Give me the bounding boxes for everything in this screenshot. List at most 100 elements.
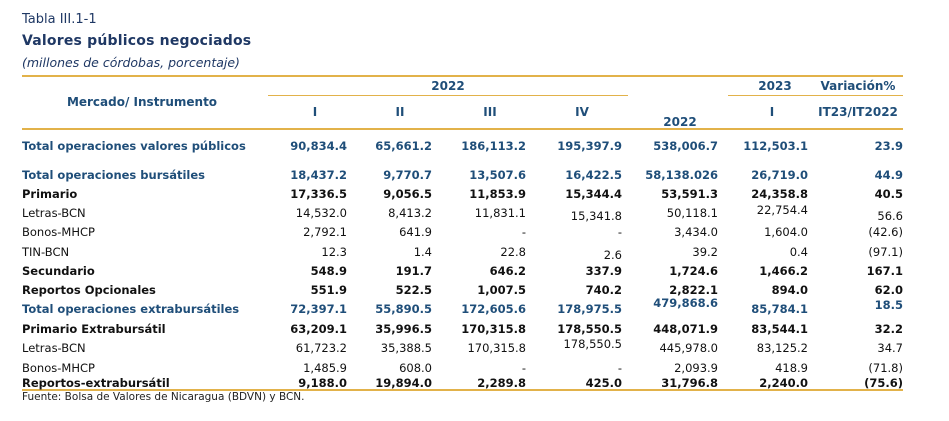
row-value: 15,341.8	[570, 209, 622, 223]
row-value: 11,853.9	[469, 187, 526, 201]
row-label: TIN-BCN	[22, 245, 70, 259]
row-label: Reportos-extrabursátil	[22, 376, 170, 390]
row-value: 2,822.1	[669, 283, 718, 297]
table-subtitle: (millones de córdobas, porcentaje)	[22, 55, 240, 70]
col-header-variation: Variación%	[820, 79, 896, 93]
row-value: 538,006.7	[653, 139, 718, 153]
col-header-year-2023: 2023	[758, 79, 792, 93]
year-2023-rule	[728, 95, 903, 96]
row-value: 53,591.3	[661, 187, 718, 201]
row-value: 178,550.5	[563, 337, 622, 351]
row-value: 548.9	[310, 264, 347, 278]
row-label: Reportos Opcionales	[22, 283, 156, 297]
row-value: 39.2	[692, 245, 718, 259]
row-value: 55,890.5	[375, 302, 432, 316]
row-value: 58,138.026	[645, 168, 718, 182]
row-value: 167.1	[866, 264, 903, 278]
row-value: 641.9	[399, 225, 432, 239]
row-value: 186,113.2	[461, 139, 526, 153]
row-value: 18.5	[874, 298, 903, 312]
row-value: 1,604.0	[764, 225, 808, 239]
row-value: 2,289.8	[477, 376, 526, 390]
year-2022-rule	[268, 95, 628, 96]
col-header-total-2022: 2022	[663, 115, 697, 129]
row-value: 170,315.8	[467, 341, 526, 355]
row-label: Bonos-MHCP	[22, 361, 95, 375]
row-value: 195,397.9	[557, 139, 622, 153]
col-header-q2: II	[395, 105, 405, 119]
row-value: 9,056.5	[383, 187, 432, 201]
row-value: 337.9	[585, 264, 622, 278]
row-label: Total operaciones valores públicos	[22, 139, 246, 153]
row-value: 22.8	[500, 245, 526, 259]
row-label: Primario	[22, 187, 78, 201]
row-value: 65,661.2	[375, 139, 432, 153]
row-value: 63,209.1	[290, 322, 347, 336]
table-title: Valores públicos negociados	[22, 33, 252, 49]
row-value: 172,605.6	[461, 302, 526, 316]
col-header-q1-2023: I	[769, 105, 775, 119]
row-value: 32.2	[874, 322, 903, 336]
header-bottom-rule	[22, 128, 903, 130]
row-value: 56.6	[877, 209, 903, 223]
col-header-q1: I	[312, 105, 318, 119]
row-value: 14,532.0	[295, 206, 347, 220]
row-label: Primario Extrabursátil	[22, 322, 166, 336]
row-value: 191.7	[395, 264, 432, 278]
row-value: 178,550.5	[557, 322, 622, 336]
row-value: -	[617, 361, 622, 375]
table-label: Tabla III.1-1	[22, 12, 97, 27]
row-value: 1,724.6	[669, 264, 718, 278]
row-value: 72,397.1	[290, 302, 347, 316]
row-value: 31,796.8	[661, 376, 718, 390]
row-value: 2,240.0	[759, 376, 808, 390]
row-value: -	[521, 225, 526, 239]
row-value: 479,868.6	[653, 296, 718, 310]
col-header-q4: IV	[575, 105, 589, 119]
row-label: Letras-BCN	[22, 341, 86, 355]
row-label: Secundario	[22, 264, 95, 278]
col-header-q3: III	[483, 105, 497, 119]
row-value: 448,071.9	[653, 322, 718, 336]
row-value: 0.4	[789, 245, 808, 259]
row-value: 112,503.1	[743, 139, 808, 153]
row-value: -	[617, 225, 622, 239]
source-note: Fuente: Bolsa de Valores de Nicaragua (B…	[22, 391, 305, 403]
row-value: 2.6	[603, 248, 622, 262]
row-value: 1,007.5	[477, 283, 526, 297]
row-value: 19,894.0	[375, 376, 432, 390]
row-value: 13,507.6	[469, 168, 526, 182]
row-value: 23.9	[874, 139, 903, 153]
row-value: 1,485.9	[303, 361, 347, 375]
row-value: 83,544.1	[751, 322, 808, 336]
row-value: 740.2	[585, 283, 622, 297]
row-label: Bonos-MHCP	[22, 225, 95, 239]
row-value: 551.9	[310, 283, 347, 297]
row-value: 445,978.0	[659, 341, 718, 355]
row-label: Letras-BCN	[22, 206, 86, 220]
row-label: Total operaciones extrabursátiles	[22, 302, 240, 316]
row-value: 2,792.1	[303, 225, 347, 239]
row-value: 9,188.0	[298, 376, 347, 390]
row-value: 9,770.7	[383, 168, 432, 182]
row-value: 35,388.5	[380, 341, 432, 355]
row-value: 85,784.1	[751, 302, 808, 316]
row-value: (97.1)	[868, 245, 903, 259]
row-value: 83,125.2	[756, 341, 808, 355]
row-value: 425.0	[585, 376, 622, 390]
row-value: (71.8)	[868, 361, 903, 375]
row-value: 17,336.5	[290, 187, 347, 201]
row-value: 608.0	[399, 361, 432, 375]
row-value: (42.6)	[868, 225, 903, 239]
row-value: 1,466.2	[759, 264, 808, 278]
row-value: 35,996.5	[375, 322, 432, 336]
top-rule	[22, 75, 903, 77]
row-value: -	[521, 361, 526, 375]
row-value: 90,834.4	[290, 139, 347, 153]
row-value: 24,358.8	[751, 187, 808, 201]
col-header-year-2022: 2022	[431, 79, 465, 93]
row-value: 62.0	[874, 283, 903, 297]
row-value: 2,093.9	[674, 361, 718, 375]
row-value: 61,723.2	[295, 341, 347, 355]
row-value: 522.5	[395, 283, 432, 297]
